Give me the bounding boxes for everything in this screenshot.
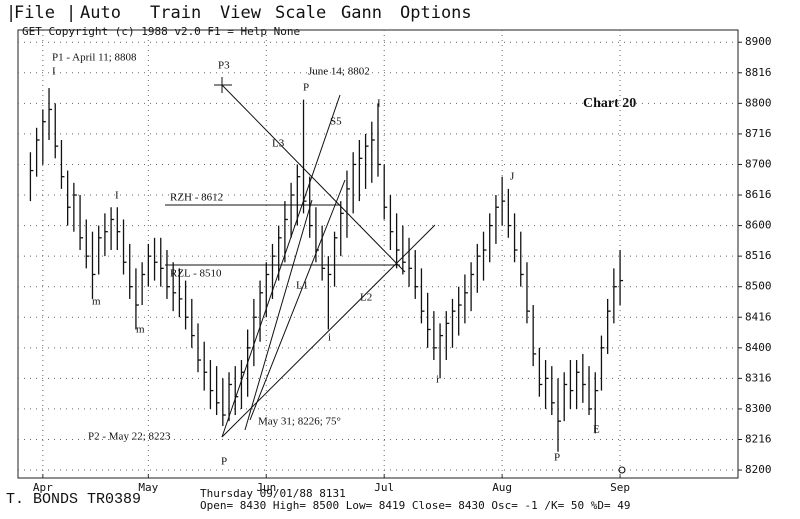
annotation: I	[115, 190, 119, 202]
annotation: m	[92, 296, 101, 308]
annotation: RZH - 8612	[170, 192, 223, 204]
menu-bar: | |	[6, 3, 76, 23]
menu-separator: |	[6, 3, 16, 23]
x-tick-label: Sep	[610, 481, 630, 494]
annotation: P1 - April 11; 8808	[52, 52, 137, 64]
menu-separator: |	[66, 3, 76, 23]
y-tick-label: 8600	[745, 219, 772, 232]
annotation: P	[221, 456, 227, 468]
y-tick-label: 8416	[745, 310, 772, 323]
annotation: P	[303, 82, 309, 94]
x-tick-label: Jul	[374, 481, 394, 494]
y-tick-label: 8900	[745, 35, 772, 48]
annotation: L2	[360, 292, 372, 304]
annotation: i	[436, 374, 439, 386]
y-tick-label: 8516	[745, 249, 772, 262]
header: GET Copyright (c) 1988 v2.0 F1 = Help No…	[22, 25, 300, 38]
y-tick-label: 8300	[745, 402, 772, 415]
status-quote: Open= 8430 High= 8500 Low= 8419 Close= 8…	[200, 499, 630, 512]
plot-frame	[17, 29, 739, 479]
annotation: i	[328, 332, 331, 344]
annotation: June 14; 8802	[308, 66, 370, 78]
y-tick-label: 8816	[745, 66, 772, 79]
menu-item[interactable]: View	[220, 3, 262, 23]
trendline	[221, 94, 341, 438]
x-tick-label: Apr	[33, 481, 53, 494]
annotation: P2 - May 22; 8223	[88, 431, 171, 443]
menu-item[interactable]: Train	[150, 3, 201, 23]
menu-item[interactable]: Scale	[275, 3, 326, 23]
chart-title: Chart 20	[583, 96, 636, 111]
annotation: m	[136, 324, 145, 336]
status-date: Thursday 09/01/88 8131	[200, 487, 346, 500]
y-tick-label: 8316	[745, 371, 772, 384]
x-tick-label: Jun	[256, 481, 276, 494]
annotation: May 31; 8226; 75°	[258, 416, 341, 428]
trendline	[221, 84, 406, 273]
y-tick-label: 8500	[745, 280, 772, 293]
annotation: L3	[272, 138, 285, 150]
y-tick-label: 8716	[745, 127, 772, 140]
annotation: S5	[330, 116, 342, 128]
y-tick-label: 8400	[745, 341, 772, 354]
cursor-marker	[618, 466, 626, 474]
status-symbol: T. BONDS TR0389	[6, 491, 141, 508]
menu-item[interactable]: Gann	[341, 3, 382, 23]
annotation: I	[377, 98, 381, 110]
annotation: E	[593, 424, 600, 436]
menu-item[interactable]: Auto	[80, 3, 121, 23]
annotation: I	[52, 66, 56, 78]
annotation: RZL - 8510	[170, 268, 222, 280]
x-tick-label: Aug	[492, 481, 512, 494]
y-tick-label: 8216	[745, 432, 772, 445]
y-tick-label: 8200	[745, 463, 772, 476]
trendline	[244, 199, 313, 431]
annotation: J	[510, 171, 515, 183]
menu-item[interactable]: File	[14, 3, 55, 23]
x-tick-label: May	[138, 481, 158, 494]
trendline	[249, 179, 346, 421]
y-tick-label: 8616	[745, 188, 772, 201]
annotation: P	[554, 452, 560, 464]
y-tick-label: 8800	[745, 96, 772, 109]
y-tick-label: 8700	[745, 157, 772, 170]
annotation: P3	[218, 60, 230, 72]
annotation: L1	[296, 280, 308, 292]
menu-item[interactable]: Options	[400, 3, 472, 23]
